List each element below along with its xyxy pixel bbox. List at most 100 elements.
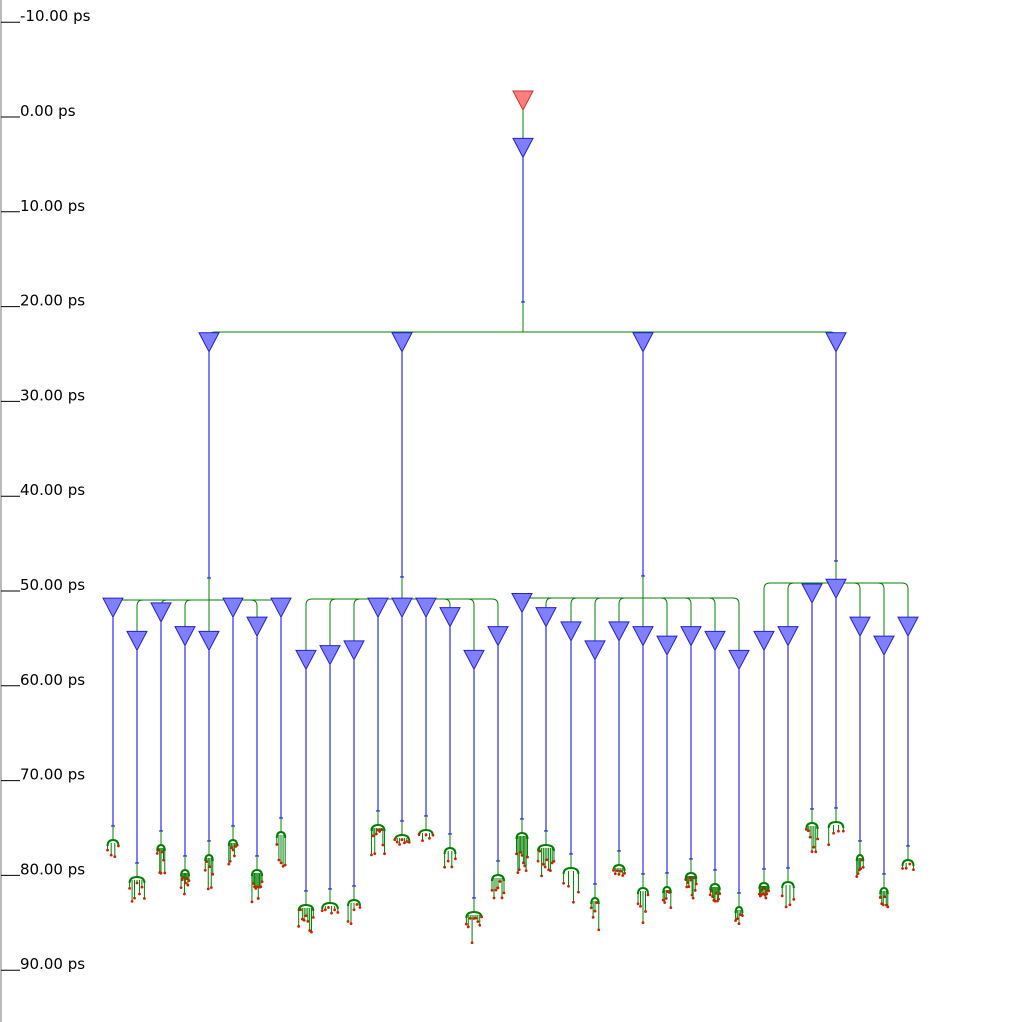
leaf-tip	[502, 891, 506, 895]
leaf-tip	[832, 831, 835, 835]
level2-node	[343, 640, 365, 661]
level2-branch	[209, 598, 282, 607]
leaf-tip	[109, 853, 113, 857]
leaf-tip	[597, 928, 601, 932]
leaf-tip	[407, 840, 411, 844]
leaf-tip	[713, 899, 717, 903]
tick-label: -10.00 ps	[20, 7, 91, 25]
leaf-tip	[259, 885, 263, 889]
leaf-tip	[788, 903, 792, 907]
leaf-tip	[421, 839, 424, 843]
leaf-cluster	[155, 843, 167, 875]
leaf-tip	[498, 880, 502, 883]
tick-label: 90.00 ps	[20, 955, 85, 973]
leaf-tip	[211, 872, 215, 876]
level1-node	[632, 332, 654, 353]
leaf-tip	[515, 852, 518, 856]
level2-node	[753, 630, 775, 652]
leaf-cap	[465, 910, 483, 919]
leaf-tip	[275, 843, 279, 846]
tick-label: 30.00 ps	[20, 386, 85, 404]
internal-node	[512, 137, 534, 159]
leaf-tip	[639, 904, 642, 908]
leaf-tip	[379, 828, 383, 832]
leaf-tip	[135, 881, 139, 885]
leaf-tip	[841, 829, 845, 833]
level2-node	[632, 626, 654, 647]
leaf-tip	[424, 833, 428, 837]
leaf-tip	[373, 852, 377, 856]
level2-node	[102, 597, 124, 619]
leaf-tip	[446, 859, 450, 863]
leaf-tip	[117, 844, 120, 848]
leaf-tip	[735, 917, 739, 921]
leaf-tip	[737, 922, 741, 926]
leaf-tip	[417, 832, 421, 836]
leaf-tip	[232, 854, 236, 858]
leaf-tip	[355, 903, 359, 906]
leaf-tip	[160, 850, 164, 854]
leaf-tip	[549, 869, 552, 872]
leaf-cluster	[827, 820, 845, 847]
leaf-tip	[184, 881, 187, 885]
leaf-cluster	[562, 866, 580, 904]
leaf-tip	[878, 896, 882, 899]
leaf-tip	[159, 871, 163, 875]
level2-node	[246, 616, 268, 638]
level2-node	[656, 635, 678, 657]
leaf-tip	[209, 886, 213, 889]
leaf-tip	[552, 859, 556, 863]
leaf-tip	[205, 860, 209, 863]
leaf-tip	[904, 866, 908, 870]
leaf-tip	[810, 850, 814, 854]
leaf-cluster	[346, 898, 362, 926]
leaf-cap	[106, 838, 120, 847]
leaf-cap	[490, 873, 506, 882]
leaf-tip	[837, 829, 840, 833]
leaf-cap	[297, 903, 315, 912]
leaf-tip	[260, 880, 264, 884]
level1-branch	[208, 331, 523, 339]
level2-branch	[836, 582, 909, 618]
level2-node	[222, 597, 244, 619]
leaf-tip	[520, 853, 524, 857]
leaf-tip	[550, 861, 554, 865]
leaf-tip	[621, 874, 625, 877]
leaf-tip	[540, 874, 543, 878]
tree-nodes	[102, 90, 919, 671]
leaf-tip	[691, 896, 695, 900]
tick-label: 60.00 ps	[20, 671, 85, 689]
level2-node	[777, 626, 799, 647]
leaf-tip	[816, 837, 820, 841]
level2-node	[439, 607, 461, 628]
leaf-tip	[279, 861, 283, 865]
leaf-tip	[476, 920, 480, 924]
leaf-cap	[827, 820, 845, 829]
leaf-tip	[500, 896, 504, 900]
leaf-tip	[536, 859, 540, 863]
level2-branch	[618, 597, 643, 622]
level2-branch	[643, 597, 716, 632]
leaf-tip	[538, 849, 542, 853]
leaf-tip	[567, 884, 570, 888]
leaf-tip	[593, 909, 597, 913]
leaf-cap	[128, 875, 146, 884]
leaf-tip	[613, 872, 617, 876]
leaf-tip	[283, 863, 287, 867]
level2-branch	[329, 598, 402, 646]
leaf-tip	[323, 908, 327, 912]
leaf-tip	[881, 903, 885, 907]
tick-label: 20.00 ps	[20, 292, 85, 310]
leaf-tip	[142, 897, 146, 900]
level2-branch	[305, 598, 402, 651]
leaf-tip	[664, 897, 668, 900]
leaf-tip	[371, 834, 375, 838]
leaf-tip	[203, 868, 207, 872]
leaf-tip	[855, 875, 859, 878]
leaf-cluster	[515, 831, 529, 875]
level2-node	[415, 597, 437, 619]
leaf-cap	[321, 901, 339, 910]
leaf-tip	[140, 885, 144, 889]
leaf-tip	[814, 850, 818, 854]
